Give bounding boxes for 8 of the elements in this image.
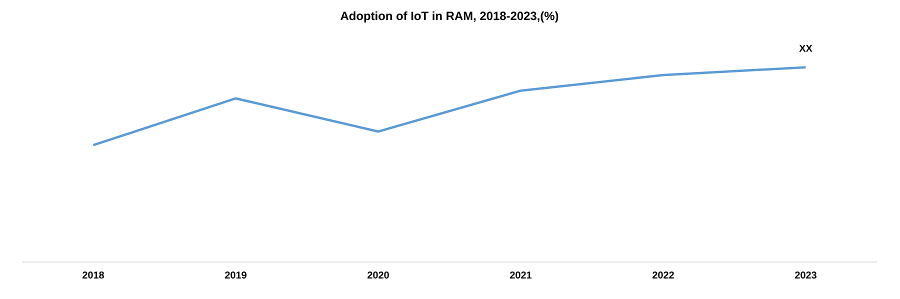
x-tick-label: 2023 [795, 272, 816, 279]
x-tick-label: 2021 [510, 272, 532, 279]
x-tick-label: 2018 [82, 272, 104, 279]
x-tick-label: 2022 [652, 272, 674, 279]
chart-title: Adoption of IoT in RAM, 2018-2023,(%) [340, 11, 558, 23]
annotation: XX [799, 44, 812, 52]
x-tick-label: 2020 [368, 272, 389, 279]
x-tick-label: 2019 [225, 272, 246, 279]
